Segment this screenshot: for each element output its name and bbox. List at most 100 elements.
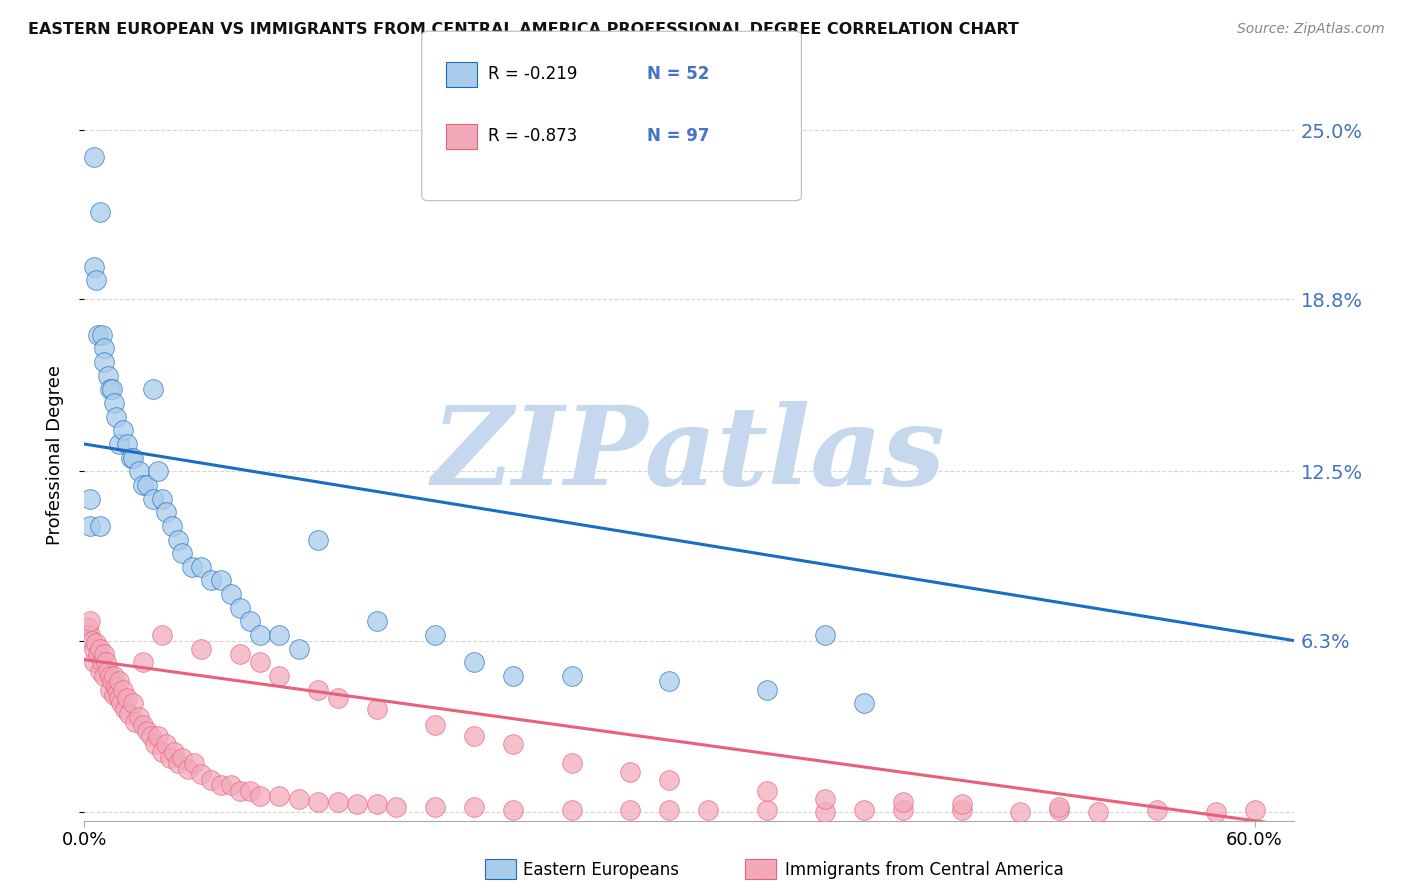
Point [385, 800, 408, 814]
Point [108, 674, 131, 689]
Point [893, 795, 915, 809]
Point [307, 682, 329, 697]
Point [219, 778, 242, 792]
Y-axis label: Professional Degree: Professional Degree [45, 365, 63, 545]
Point [463, 656, 485, 670]
Point [1243, 803, 1265, 817]
Point [229, 647, 252, 661]
Point [1049, 800, 1071, 814]
Point [366, 797, 388, 812]
Point [93, 355, 115, 369]
Point [326, 690, 349, 705]
Point [93, 342, 115, 356]
Point [814, 805, 837, 820]
Point [170, 546, 193, 560]
Point [249, 656, 271, 670]
Point [103, 688, 125, 702]
Point [366, 615, 388, 629]
Point [150, 628, 173, 642]
Point [239, 783, 262, 797]
Point [104, 409, 127, 424]
Point [100, 383, 122, 397]
Point [269, 789, 291, 803]
Point [893, 803, 915, 817]
Point [132, 718, 155, 732]
Point [502, 737, 524, 751]
Point [83, 150, 105, 164]
Point [132, 478, 155, 492]
Point [229, 783, 252, 797]
Point [200, 772, 222, 787]
Point [658, 674, 681, 689]
Point [269, 669, 291, 683]
Point [219, 587, 242, 601]
Text: Eastern Europeans: Eastern Europeans [523, 861, 679, 879]
Point [87, 647, 110, 661]
Point [97, 664, 120, 678]
Point [502, 669, 524, 683]
Point [853, 696, 876, 710]
Point [229, 600, 252, 615]
Point [190, 559, 212, 574]
Point [117, 437, 139, 451]
Point [326, 795, 349, 809]
Point [87, 327, 110, 342]
Point [89, 519, 111, 533]
Point [112, 682, 135, 697]
Point [249, 628, 271, 642]
Point [200, 574, 222, 588]
Point [79, 628, 101, 642]
Point [561, 803, 583, 817]
Point [160, 519, 183, 533]
Point [561, 756, 583, 771]
Point [124, 715, 146, 730]
Point [190, 641, 212, 656]
Point [93, 647, 115, 661]
Point [1205, 805, 1227, 820]
Point [249, 789, 271, 803]
Point [132, 656, 155, 670]
Text: R = -0.873: R = -0.873 [488, 128, 576, 145]
Text: Immigrants from Central America: Immigrants from Central America [785, 861, 1063, 879]
Point [366, 702, 388, 716]
Text: N = 97: N = 97 [647, 128, 709, 145]
Point [82, 633, 104, 648]
Point [90, 656, 112, 670]
Point [128, 464, 150, 478]
Point [561, 669, 583, 683]
Point [814, 792, 837, 806]
Point [77, 620, 100, 634]
Point [103, 396, 125, 410]
Point [155, 505, 177, 519]
Point [103, 669, 125, 683]
Point [177, 762, 200, 776]
Point [155, 737, 177, 751]
Point [83, 260, 105, 274]
Point [463, 800, 485, 814]
Point [98, 383, 121, 397]
Point [1146, 803, 1168, 817]
Point [463, 729, 485, 743]
Point [1049, 803, 1071, 817]
Point [108, 690, 131, 705]
Point [98, 669, 121, 683]
Point [122, 450, 145, 465]
Point [1087, 805, 1109, 820]
Point [209, 574, 232, 588]
Point [346, 797, 368, 812]
Point [658, 803, 681, 817]
Point [89, 205, 111, 219]
Point [307, 533, 329, 547]
Point [658, 772, 681, 787]
Point [425, 628, 447, 642]
Point [425, 718, 447, 732]
Point [150, 491, 173, 506]
Point [853, 803, 876, 817]
Point [619, 803, 641, 817]
Point [108, 437, 131, 451]
Point [183, 756, 205, 771]
Point [139, 729, 162, 743]
Point [814, 628, 837, 642]
Point [755, 803, 778, 817]
Point [135, 723, 157, 738]
